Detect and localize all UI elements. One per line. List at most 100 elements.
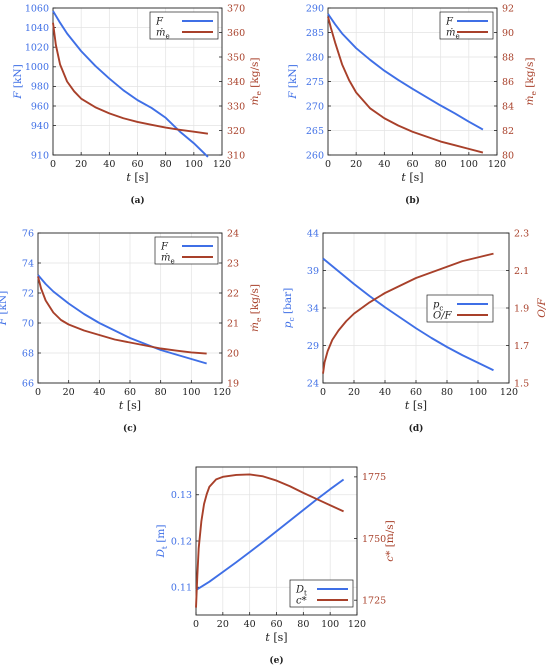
legend-label: pc xyxy=(433,300,443,313)
x-tick-label: 40 xyxy=(378,159,390,170)
x-tick-label: 100 xyxy=(469,387,487,398)
y-right-axis-label: ṁe [kg/s] xyxy=(524,58,538,106)
y-left-axis-label: F [kN] xyxy=(0,291,9,326)
y-left-tick-label: 940 xyxy=(31,121,49,132)
y-left-tick-label: 1020 xyxy=(25,43,49,54)
y-right-tick-label: 23 xyxy=(227,258,239,269)
y-right-axis-label: c* [m/s] xyxy=(384,520,396,562)
chart-panel-c: 0 20 40 60 80 100 120 66 68 70 72 74 76 19 20 21 22 23 24 t… xyxy=(0,228,263,434)
x-tick-label: 0 xyxy=(35,387,41,398)
x-tick-label: 40 xyxy=(103,159,115,170)
panel-label: (a) xyxy=(130,195,144,206)
legend-box xyxy=(439,11,494,40)
x-tick-label: 100 xyxy=(460,159,478,170)
x-tick-label: 120 xyxy=(213,159,231,170)
y-right-tick-label: 19 xyxy=(227,378,239,389)
legend-label: ṁe xyxy=(161,253,175,266)
x-axis-label: t [s] xyxy=(405,399,427,412)
y-left-axis-label: F [kN] xyxy=(287,64,299,99)
y-right-tick-label: 340 xyxy=(227,77,245,88)
x-tick-label: 80 xyxy=(441,387,453,398)
y-left-tick-label: 0.12 xyxy=(171,536,192,547)
legend-label: c* xyxy=(296,596,307,607)
chart-panel-b: 0 20 40 60 80 100 120 260 265 270 275 280 285 290 80 82… xyxy=(287,3,538,206)
x-tick-label: 0 xyxy=(193,619,199,630)
chart-panel-e: 0 20 40 60 80 100 120 0.11 0.12 0.13 1725 1750 1775 t… xyxy=(155,466,396,665)
x-tick-label: 60 xyxy=(270,619,282,630)
y-right-tick-label: 310 xyxy=(227,150,245,161)
legend-label: ṁe xyxy=(156,28,170,41)
y-left-tick-label: 76 xyxy=(22,228,34,239)
y-right-tick-label: 2.1 xyxy=(514,266,529,277)
x-tick-label: 20 xyxy=(217,619,229,630)
y-left-tick-label: 280 xyxy=(306,52,324,63)
legend-label: F xyxy=(160,242,169,253)
y-left-tick-label: 910 xyxy=(31,150,49,161)
x-tick-label: 40 xyxy=(244,619,256,630)
x-tick-label: 0 xyxy=(325,159,331,170)
legend-box xyxy=(149,11,219,40)
y-left-tick-label: 980 xyxy=(31,82,49,93)
y-left-tick-label: 285 xyxy=(306,28,324,39)
y-right-tick-label: 82 xyxy=(502,126,514,137)
x-tick-label: 0 xyxy=(320,387,326,398)
y-left-tick-label: 34 xyxy=(307,303,319,314)
chart-panel-a: 0 20 40 60 80 100 120 910 940 960 980 1000 1020 1040 1… xyxy=(12,3,263,206)
y-right-tick-label: 320 xyxy=(227,126,245,137)
x-tick-label: 80 xyxy=(160,159,172,170)
y-right-tick-label: 360 xyxy=(227,28,245,39)
y-left-axis-label: Dt [m] xyxy=(155,525,169,559)
y-left-tick-label: 29 xyxy=(307,341,319,352)
y-right-tick-label: 84 xyxy=(502,101,514,112)
y-right-tick-label: 22 xyxy=(227,288,239,299)
legend-box xyxy=(426,294,494,323)
series-line-1 xyxy=(327,16,484,154)
x-tick-label: 0 xyxy=(50,159,56,170)
series-line-0 xyxy=(327,13,484,131)
x-tick-label: 60 xyxy=(124,387,136,398)
x-tick-label: 60 xyxy=(410,387,422,398)
x-tick-label: 20 xyxy=(350,159,362,170)
x-tick-label: 20 xyxy=(63,387,75,398)
panel-label: (e) xyxy=(269,655,283,665)
x-tick-label: 40 xyxy=(93,387,105,398)
y-left-tick-label: 0.13 xyxy=(171,490,192,501)
y-left-tick-label: 275 xyxy=(306,77,324,88)
y-left-tick-label: 1000 xyxy=(25,62,49,73)
x-tick-label: 120 xyxy=(488,159,506,170)
y-left-tick-label: 24 xyxy=(307,378,319,389)
chart-panel-d: 0 20 40 60 80 100 120 24 29 34 39 44 1.5 1.7 1.9 2.1 2.3… xyxy=(282,228,548,434)
y-right-tick-label: 1725 xyxy=(362,596,386,607)
y-right-tick-label: 20 xyxy=(227,348,239,359)
x-tick-label: 20 xyxy=(348,387,360,398)
y-right-tick-label: 92 xyxy=(502,3,514,14)
x-tick-label: 60 xyxy=(406,159,418,170)
series-line-1 xyxy=(52,22,209,135)
y-left-tick-label: 1040 xyxy=(25,23,49,34)
series-line-0 xyxy=(37,274,207,365)
x-tick-label: 100 xyxy=(321,619,339,630)
legend-box xyxy=(289,579,354,608)
y-left-tick-label: 39 xyxy=(307,266,319,277)
y-right-tick-label: 1775 xyxy=(362,472,386,483)
y-left-axis-label: F [kN] xyxy=(12,64,24,99)
y-right-tick-label: 86 xyxy=(502,77,514,88)
y-left-tick-label: 290 xyxy=(306,3,324,14)
legend-label: F xyxy=(155,17,164,28)
legend-label: O/F xyxy=(433,311,453,322)
series-line-1 xyxy=(37,276,207,355)
y-right-tick-label: 80 xyxy=(502,150,514,161)
x-tick-label: 80 xyxy=(297,619,309,630)
x-tick-label: 60 xyxy=(131,159,143,170)
y-right-tick-label: 330 xyxy=(227,101,245,112)
y-left-tick-label: 0.11 xyxy=(171,583,192,594)
y-right-tick-label: 1.9 xyxy=(514,303,529,314)
y-left-tick-label: 270 xyxy=(306,101,324,112)
y-left-tick-label: 960 xyxy=(31,101,49,112)
y-right-tick-label: 370 xyxy=(227,3,245,14)
y-right-tick-label: 1750 xyxy=(362,534,386,545)
x-axis-label: t [s] xyxy=(401,171,423,184)
x-tick-label: 80 xyxy=(435,159,447,170)
panel-label: (d) xyxy=(409,423,424,434)
